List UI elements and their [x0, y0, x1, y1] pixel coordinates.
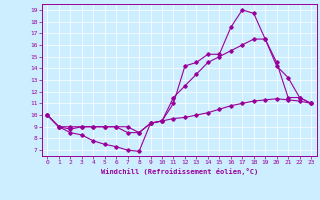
X-axis label: Windchill (Refroidissement éolien,°C): Windchill (Refroidissement éolien,°C)	[100, 168, 258, 175]
